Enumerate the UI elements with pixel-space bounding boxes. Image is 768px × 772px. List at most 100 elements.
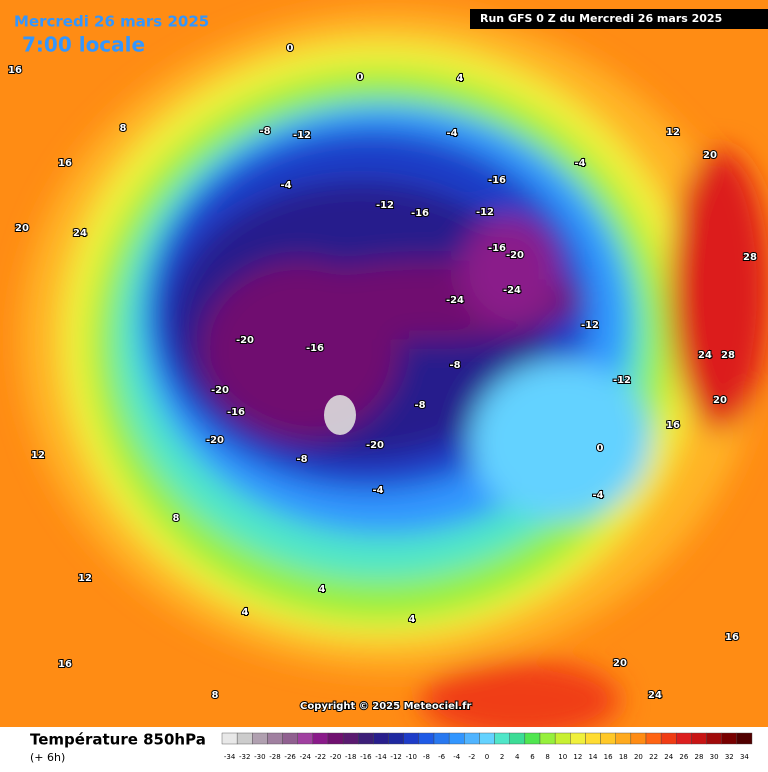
- contour-label: -8: [449, 360, 460, 371]
- contour-label: -4: [372, 485, 383, 496]
- scale-swatch: [736, 732, 753, 745]
- scale-swatch: [479, 732, 495, 745]
- contour-label: 16: [8, 65, 22, 76]
- scale-label: -2: [468, 753, 475, 761]
- scale-label: 4: [515, 753, 520, 761]
- contour-label: 16: [58, 659, 72, 670]
- contour-label: 16: [725, 632, 739, 643]
- scale-label: 28: [695, 753, 704, 761]
- contour-label: -20: [211, 385, 229, 396]
- contour-label: -8: [259, 126, 270, 137]
- scale-swatch: [554, 732, 571, 745]
- contour-label: -8: [296, 454, 307, 465]
- contour-label: -16: [488, 175, 506, 186]
- contour-label: 28: [721, 350, 735, 361]
- scale-label: -4: [453, 753, 461, 761]
- contour-label: -4: [592, 490, 603, 501]
- scale-swatch: [373, 732, 389, 745]
- contour-label: 28: [743, 252, 757, 263]
- scale-swatch: [645, 732, 662, 745]
- scale-label: 18: [619, 753, 628, 761]
- scale-label: -12: [390, 753, 401, 761]
- scale-swatch: [660, 732, 677, 745]
- scale-swatch: [691, 732, 707, 745]
- contour-label: -24: [503, 285, 521, 296]
- scale-swatch: [706, 732, 722, 745]
- contour-label: -8: [414, 400, 425, 411]
- scale-label: 10: [558, 753, 567, 761]
- contour-label: -12: [613, 375, 631, 386]
- scale-label: -10: [406, 753, 417, 761]
- scale-swatch: [252, 732, 268, 745]
- contour-label: 12: [666, 127, 680, 138]
- contour-label: -16: [411, 208, 429, 219]
- scale-label: 6: [530, 753, 535, 761]
- scale-swatch: [236, 732, 253, 745]
- contour-label: 20: [703, 150, 717, 161]
- contour-label: 24: [73, 228, 87, 239]
- scale-label: 34: [740, 753, 749, 761]
- scale-swatch: [358, 732, 374, 745]
- scale-label: 2: [500, 753, 504, 761]
- contour-label: 16: [58, 158, 72, 169]
- scale-swatch: [327, 732, 344, 745]
- contour-label: 4: [242, 607, 249, 618]
- contour-label: -16: [306, 343, 324, 354]
- contour-label: -20: [206, 435, 224, 446]
- scale-swatch: [585, 732, 601, 745]
- scale-swatch: [342, 732, 359, 745]
- contour-label: -12: [376, 200, 394, 211]
- contour-label: 8: [212, 690, 219, 701]
- scale-label: -8: [423, 753, 430, 761]
- contour-label: -4: [446, 128, 457, 139]
- scale-swatch: [312, 732, 329, 745]
- scale-label: 30: [710, 753, 719, 761]
- scale-swatch: [570, 732, 586, 745]
- scale-label: 14: [589, 753, 598, 761]
- contour-label: -12: [293, 130, 311, 141]
- contour-label: 0: [357, 72, 364, 83]
- scale-label: 12: [573, 753, 582, 761]
- legend-title: Température 850hPa: [30, 731, 206, 749]
- scale-label: 32: [725, 753, 734, 761]
- scale-label: -14: [375, 753, 387, 761]
- contour-label: 20: [713, 395, 727, 406]
- scale-swatch: [433, 732, 450, 745]
- scale-label: -32: [239, 753, 250, 761]
- scale-swatch: [524, 732, 541, 745]
- contour-label: 4: [409, 614, 416, 625]
- scale-label: 24: [664, 753, 673, 761]
- scale-swatch: [539, 732, 556, 745]
- scale-label: 8: [545, 753, 549, 761]
- contour-labels: -20-20-20-16-16-24-24-20-16-12-16-12-16-…: [7, 42, 758, 702]
- contour-label: 16: [666, 420, 680, 431]
- map-time: 7:00 locale: [22, 33, 145, 57]
- contour-label: -16: [227, 407, 245, 418]
- contour-label: -20: [366, 440, 384, 451]
- scale-label: -20: [330, 753, 341, 761]
- contour-label: 0: [597, 443, 604, 454]
- contour-label: -4: [574, 158, 585, 169]
- scale-label: -22: [315, 753, 326, 761]
- scale-label: 22: [649, 753, 658, 761]
- scale-swatch: [721, 732, 738, 745]
- scale-swatch: [509, 732, 526, 745]
- contour-label: 4: [457, 73, 464, 84]
- map-date: Mercredi 26 mars 2025: [14, 13, 209, 31]
- color-scale: -34 -32 -30 -28 -26 -24 -22 -20 -18 -16 -14 -12 -10-…: [221, 732, 753, 761]
- scale-swatch: [676, 732, 692, 745]
- scale-label: -30: [254, 753, 265, 761]
- scale-label: 0: [485, 753, 489, 761]
- contour-label: -16: [488, 243, 506, 254]
- scale-swatch: [221, 732, 238, 745]
- scale-label: -18: [345, 753, 356, 761]
- scale-label: -6: [438, 753, 446, 761]
- contour-label: -20: [506, 250, 524, 261]
- contour-label: 12: [31, 450, 45, 461]
- contour-label: 12: [78, 573, 92, 584]
- scale-label: 20: [634, 753, 643, 761]
- scale-swatch: [267, 732, 283, 745]
- contour-label: 24: [698, 350, 712, 361]
- contour-label: -20: [236, 335, 254, 346]
